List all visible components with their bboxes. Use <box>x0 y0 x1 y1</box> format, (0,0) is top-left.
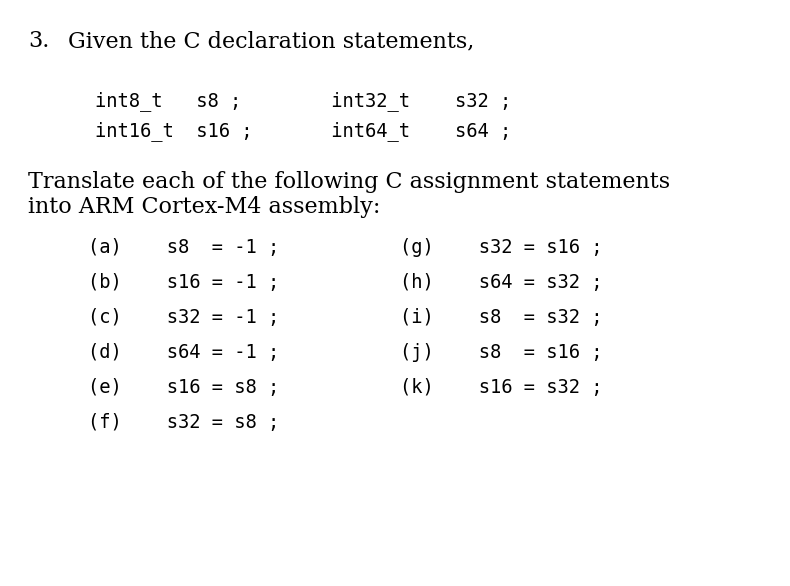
Text: (j)    s8  = s16 ;: (j) s8 = s16 ; <box>400 343 603 362</box>
Text: int8_t   s8 ;        int32_t    s32 ;: int8_t s8 ; int32_t s32 ; <box>95 91 511 111</box>
Text: (i)    s8  = s32 ;: (i) s8 = s32 ; <box>400 308 603 327</box>
Text: (k)    s16 = s32 ;: (k) s16 = s32 ; <box>400 378 603 397</box>
Text: (d)    s64 = -1 ;: (d) s64 = -1 ; <box>88 343 279 362</box>
Text: (a)    s8  = -1 ;: (a) s8 = -1 ; <box>88 238 279 257</box>
Text: (b)    s16 = -1 ;: (b) s16 = -1 ; <box>88 273 279 292</box>
Text: Translate each of the following C assignment statements: Translate each of the following C assign… <box>28 171 670 193</box>
Text: (e)    s16 = s8 ;: (e) s16 = s8 ; <box>88 378 279 397</box>
Text: 3.: 3. <box>28 30 49 52</box>
Text: (f)    s32 = s8 ;: (f) s32 = s8 ; <box>88 413 279 432</box>
Text: Given the C declaration statements,: Given the C declaration statements, <box>68 30 474 52</box>
Text: (c)    s32 = -1 ;: (c) s32 = -1 ; <box>88 308 279 327</box>
Text: into ARM Cortex-M4 assembly:: into ARM Cortex-M4 assembly: <box>28 196 380 218</box>
Text: (g)    s32 = s16 ;: (g) s32 = s16 ; <box>400 238 603 257</box>
Text: int16_t  s16 ;       int64_t    s64 ;: int16_t s16 ; int64_t s64 ; <box>95 121 511 141</box>
Text: (h)    s64 = s32 ;: (h) s64 = s32 ; <box>400 273 603 292</box>
